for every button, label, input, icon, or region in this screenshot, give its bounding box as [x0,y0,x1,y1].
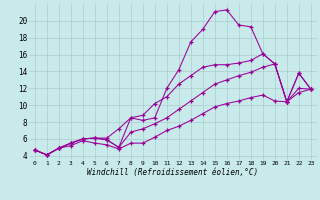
X-axis label: Windchill (Refroidissement éolien,°C): Windchill (Refroidissement éolien,°C) [87,168,258,177]
